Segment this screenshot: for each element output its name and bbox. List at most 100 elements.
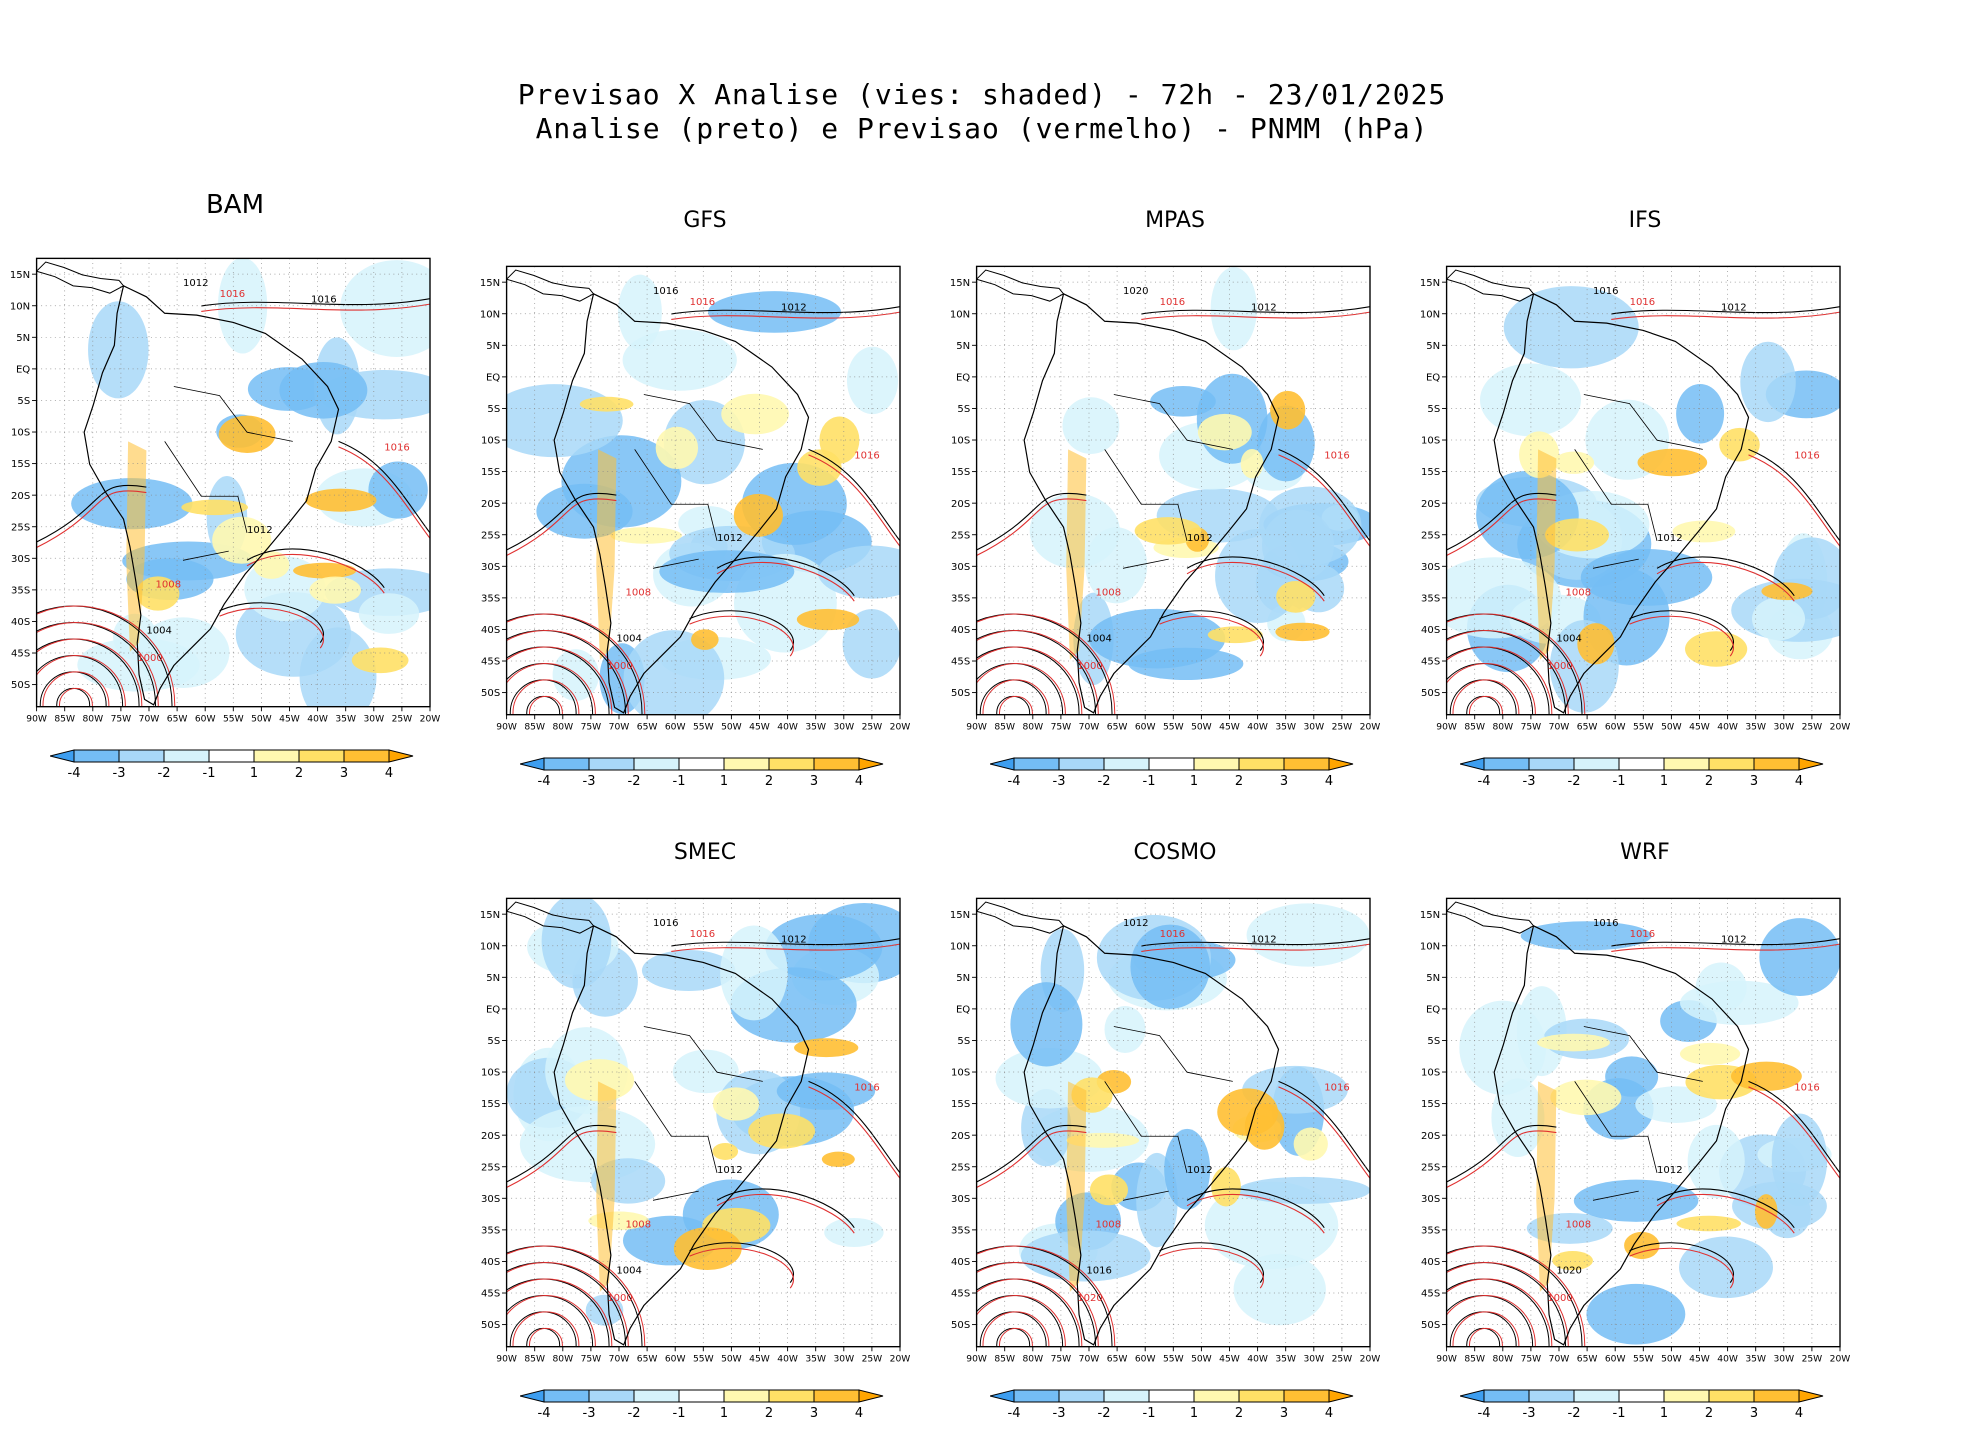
colorbar-segment <box>1148 1389 1195 1403</box>
country-border <box>164 386 293 561</box>
colorbar-segment <box>163 749 210 763</box>
lon-tick-label: 80W <box>1492 722 1513 732</box>
lat-tick-label: 45S <box>481 657 500 668</box>
isobar-contour <box>1611 938 1840 947</box>
lon-tick-label: 30W <box>833 722 854 732</box>
lat-tick-label: 45S <box>481 1289 500 1300</box>
contour-label: 1012 <box>1721 934 1747 945</box>
colorbar-label: 4 <box>385 766 393 781</box>
lat-tick-label: 15S <box>481 467 500 478</box>
lat-tick-label: EQ <box>486 373 500 384</box>
isobar-contour <box>1611 311 1840 320</box>
map-plot: 1016 1016 1012 1016 1012 1008 1004 1000 15N 10N 5N… <box>1420 265 1850 732</box>
low-pressure-contour <box>36 654 126 707</box>
lon-tick-label: 85W <box>524 1354 545 1364</box>
colorbar-label: 3 <box>1750 1406 1758 1421</box>
panel-bam: BAM 1012 1016 1016 1016 1012 1008 1004 1000 15N 1… <box>0 190 470 781</box>
lat-tick-label: 5S <box>487 1036 500 1047</box>
low-pressure-contour <box>36 638 143 707</box>
colorbar-segment <box>1663 1389 1710 1403</box>
lat-tick-label: 15N <box>1420 278 1440 289</box>
lat-tick-label: 25S <box>11 522 30 533</box>
low-pressure-contour <box>982 679 1050 715</box>
negative-bias-area <box>1479 363 1582 437</box>
positive-bias-area <box>610 527 682 544</box>
continent-outline <box>1493 292 1750 714</box>
lat-tick-label: 5S <box>1427 1036 1440 1047</box>
lat-tick-label: 5S <box>17 396 30 407</box>
colorbar-arrow-left <box>989 757 1015 771</box>
lon-tick-label: 80W <box>82 714 103 724</box>
colorbar-segment <box>633 1389 680 1403</box>
contour-label: 1016 <box>384 443 410 454</box>
lon-tick-label: 35W <box>805 1354 826 1364</box>
low-pressure-contour <box>528 1327 563 1347</box>
lon-tick-label: 35W <box>1275 722 1296 732</box>
lon-tick-label: 50W <box>251 714 272 724</box>
map-plot: 1016 1016 1012 1016 1012 1008 1020 1000 15N 10N 5N… <box>1420 897 1850 1364</box>
negative-bias-area <box>1635 1086 1717 1123</box>
positive-bias-area <box>1275 622 1330 642</box>
lat-tick-label: EQ <box>956 1005 970 1016</box>
low-pressure-contour <box>976 613 1116 715</box>
isobar-contour <box>1748 1086 1840 1179</box>
positive-bias-area <box>673 1227 742 1271</box>
lon-tick-label: 65W <box>637 1354 658 1364</box>
contour-label: 1008 <box>156 580 182 591</box>
positive-bias-area <box>1276 580 1316 613</box>
low-pressure-contour <box>976 1245 1116 1347</box>
lon-tick-label: 55W <box>223 714 244 724</box>
colorbar-arrow-left <box>1459 757 1485 771</box>
positive-bias-area <box>691 629 719 650</box>
positive-bias-area <box>1536 1081 1557 1292</box>
colorbar-arrow-left <box>1459 1389 1485 1403</box>
lat-tick-label: 20S <box>11 491 30 502</box>
lat-tick-label: 40S <box>951 1257 970 1268</box>
lon-tick-label: 85W <box>1464 722 1485 732</box>
negative-bias-area <box>617 274 662 350</box>
lon-tick-label: 60W <box>1605 722 1626 732</box>
country-border <box>634 1026 763 1201</box>
negative-bias-area <box>1740 341 1796 423</box>
lon-tick-label: 30W <box>1773 722 1794 732</box>
colorbar: -4 -3 -2 -1 1 2 3 4 <box>1459 1388 1870 1432</box>
lon-tick-label: 75W <box>581 1354 602 1364</box>
country-border <box>1104 394 1233 569</box>
positive-bias-area <box>1536 449 1557 660</box>
low-pressure-contour <box>512 679 580 715</box>
colorbar-label: 1 <box>1190 774 1198 789</box>
lon-tick-label: 60W <box>1605 1354 1626 1364</box>
map-plot: 1012 1016 1012 1016 1012 1008 1016 1020 15N 10N 5N… <box>950 897 1380 1364</box>
low-pressure-contour <box>528 695 563 715</box>
negative-bias-area <box>1164 1128 1211 1210</box>
colorbar-label: -2 <box>1568 1406 1581 1421</box>
positive-bias-area <box>1537 1033 1610 1052</box>
lon-tick-label: 25W <box>862 1354 883 1364</box>
colorbar-label: -2 <box>1098 774 1111 789</box>
colorbar: -4 -3 -2 -1 1 2 3 4 <box>519 1388 930 1432</box>
colorbar-segment <box>118 749 165 763</box>
lat-tick-label: 35S <box>481 1226 500 1237</box>
low-pressure-contour <box>506 613 646 715</box>
negative-bias-area <box>659 550 795 593</box>
colorbar-label: -3 <box>1053 1406 1066 1421</box>
lat-tick-label: 15N <box>480 278 500 289</box>
negative-bias-area <box>1246 903 1370 967</box>
lat-tick-label: 5N <box>1426 973 1440 984</box>
colorbar-label: 1 <box>720 774 728 789</box>
positive-bias-area <box>1552 1251 1593 1271</box>
colorbar-segment <box>1708 757 1755 771</box>
lat-tick-label: 5N <box>486 973 500 984</box>
lat-tick-label: 20S <box>481 1131 500 1142</box>
colorbar-label: -4 <box>1008 1406 1021 1421</box>
positive-bias-area <box>1730 1061 1802 1091</box>
negative-bias-area <box>641 949 736 992</box>
colorbar-svg: -4 -3 -2 -1 1 2 3 4 <box>989 1389 1354 1421</box>
isobar-contour <box>1611 306 1840 315</box>
lon-tick-label: 55W <box>1633 722 1654 732</box>
negative-bias-area <box>340 260 430 357</box>
lon-tick-label: 55W <box>1163 722 1184 732</box>
isobar-contour <box>1186 1193 1325 1234</box>
lon-tick-label: 70W <box>609 722 630 732</box>
lon-tick-label: 85W <box>1464 1354 1485 1364</box>
